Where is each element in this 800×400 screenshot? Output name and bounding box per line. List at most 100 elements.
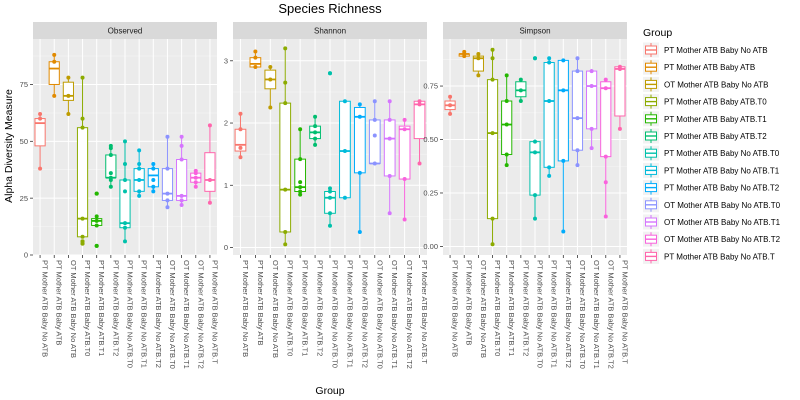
data-point — [179, 202, 184, 207]
y-tick-label: 0.50 — [423, 135, 438, 144]
box-pt-mother-atb-baby-atb-t2 — [309, 114, 321, 147]
x-tick-label: PT Mother ATB Baby ATB.T2 — [111, 260, 120, 356]
data-point — [561, 229, 566, 234]
data-point — [462, 49, 467, 54]
box-body — [529, 141, 541, 196]
data-point — [52, 93, 57, 98]
box-ot-mother-atb-baby-no-atb — [62, 75, 74, 117]
legend-item-pt-mother-atb-baby-no-atb-t0: PT Mother ATB Baby No ATB.T0 — [643, 145, 780, 161]
data-point — [193, 180, 198, 185]
data-point — [476, 56, 481, 61]
x-tick-label: OT Mother ATB Baby No ATB — [271, 260, 280, 358]
box-body — [48, 61, 60, 85]
y-tick-label: 0 — [24, 251, 28, 260]
data-point — [533, 150, 537, 155]
data-point — [123, 225, 127, 230]
legend-label: OT Mother ATB Baby No ATB — [664, 80, 768, 89]
data-point — [238, 127, 243, 132]
data-point — [328, 189, 332, 194]
data-point — [298, 192, 303, 197]
box-pt-mother-atb-baby-atb-t1 — [294, 127, 307, 197]
data-point — [476, 73, 481, 78]
x-tick-label: PT Mother ATB Baby ATB.T0 — [286, 260, 295, 356]
data-point — [357, 114, 362, 119]
data-point — [268, 105, 273, 110]
data-point — [490, 131, 495, 136]
data-point — [504, 152, 509, 157]
data-point — [603, 214, 608, 219]
data-point — [253, 65, 258, 70]
legend-item-pt-mother-atb-baby-atb-t2: PT Mother ATB Baby ATB.T2 — [643, 128, 767, 144]
x-tick-label: PT Mother ATB Baby ATB.T1 — [301, 260, 310, 356]
data-point — [504, 73, 509, 78]
data-point — [137, 162, 142, 167]
data-point — [123, 239, 127, 244]
data-point — [617, 64, 622, 69]
data-point — [575, 56, 580, 61]
box-body — [204, 152, 216, 192]
data-point — [283, 187, 288, 192]
data-point — [387, 136, 392, 141]
legend-label: PT Mother ATB Baby No ATB — [664, 46, 768, 55]
data-point — [448, 111, 453, 116]
data-point — [298, 157, 303, 162]
x-tick-label: OT Mother ATB Baby No ATB.T2 — [606, 260, 615, 369]
box-body — [368, 119, 381, 164]
data-point — [603, 154, 608, 159]
data-point — [66, 93, 71, 98]
legend-item-ot-mother-atb-baby-no-atb-t2: OT Mother ATB Baby No ATB.T2 — [643, 231, 781, 247]
box-pt-mother-atb-baby-no-atb — [34, 112, 46, 171]
panel-simpson: Simpson 0.00 0.25 0.50 0.75 PT Mother ATB Bab… — [423, 22, 629, 369]
data-point — [207, 200, 212, 205]
data-point — [476, 51, 481, 56]
data-point — [328, 211, 332, 216]
box-pt-mother-atb-baby-atb-t0 — [76, 75, 89, 246]
box-body — [383, 119, 396, 177]
box-pt-mother-atb-baby-atb-t2 — [105, 143, 117, 189]
box-body — [614, 66, 626, 117]
box-body — [147, 168, 159, 188]
data-point — [151, 162, 156, 167]
data-point — [94, 243, 99, 248]
data-point — [402, 217, 407, 222]
chart-title: Species Richness — [278, 1, 382, 16]
data-point — [38, 116, 43, 121]
box-ot-mother-atb-baby-no-atb-t1 — [176, 134, 188, 207]
data-point — [207, 177, 212, 182]
data-point — [80, 239, 85, 244]
data-point — [313, 130, 318, 135]
x-tick-label: PT Mother ATB Baby No ATB.T0 — [126, 260, 135, 368]
x-tick-label: PT Mother ATB Baby No ATB.T0 — [536, 260, 545, 368]
data-point — [561, 58, 566, 63]
data-point — [123, 177, 127, 182]
data-point — [165, 205, 170, 210]
data-point — [165, 166, 170, 171]
y-tick-label: 3 — [224, 56, 228, 65]
facet-strip-label: Simpson — [519, 27, 550, 36]
x-tick-label: PT Mother ATB Baby No ATB.T2 — [154, 260, 163, 368]
data-point — [313, 124, 318, 129]
data-point — [179, 143, 184, 148]
data-point — [518, 88, 523, 93]
data-point — [617, 126, 622, 131]
legend-label: PT Mother ATB Baby ATB — [664, 63, 755, 72]
data-point — [80, 125, 85, 130]
data-point — [448, 94, 453, 99]
data-point — [137, 177, 142, 182]
legend-label: PT Mother ATB Baby ATB.T2 — [664, 132, 767, 141]
data-point — [298, 189, 303, 194]
box-ot-mother-atb-baby-no-atb — [264, 65, 277, 110]
data-point — [179, 193, 184, 198]
data-point — [490, 242, 495, 247]
data-point — [80, 216, 85, 221]
data-point — [313, 136, 318, 141]
data-point — [328, 223, 332, 228]
data-point — [165, 198, 170, 203]
data-point — [547, 99, 552, 104]
data-point — [283, 229, 288, 234]
data-point — [603, 86, 608, 91]
data-point — [490, 56, 495, 61]
x-tick-label: OT Mother ATB Baby No ATB — [69, 260, 78, 358]
legend-label: PT Mother ATB Baby No ATB.T2 — [664, 184, 780, 193]
